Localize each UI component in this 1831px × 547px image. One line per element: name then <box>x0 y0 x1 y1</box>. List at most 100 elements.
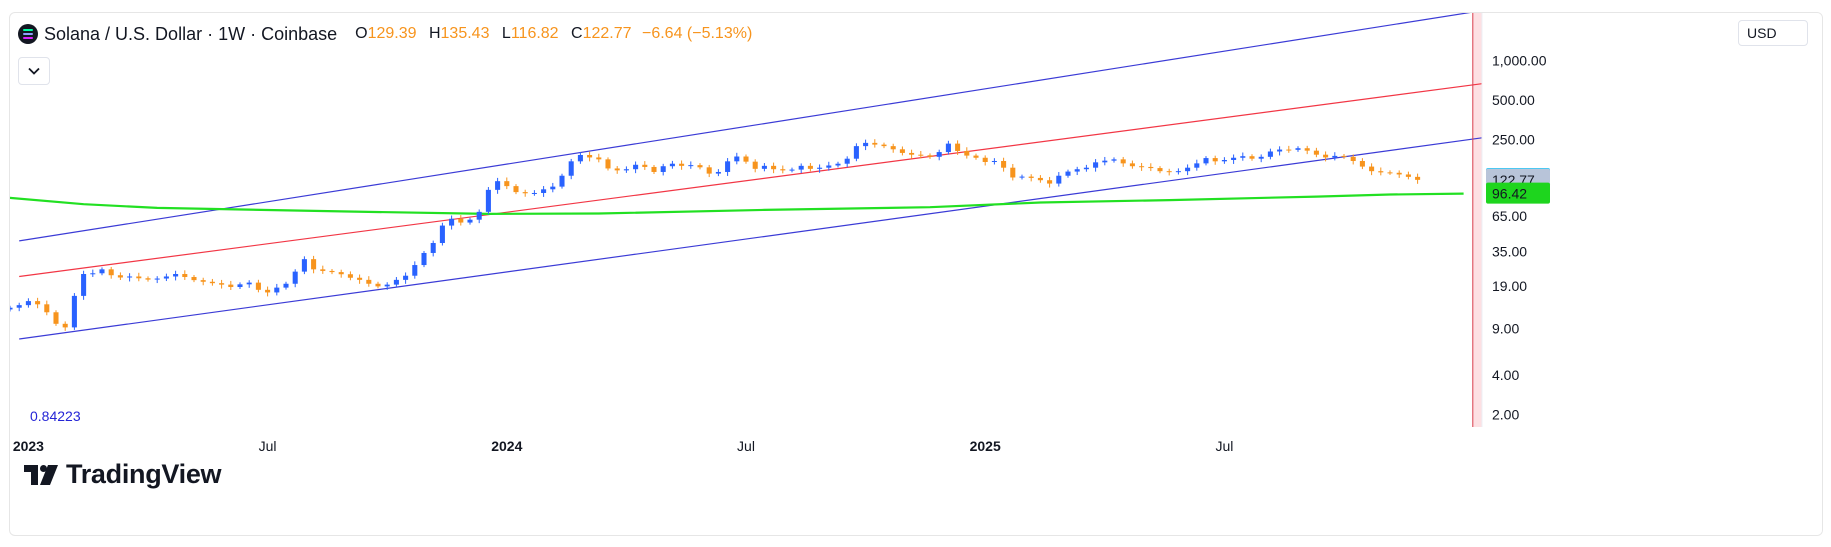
tradingview-wordmark: TradingView <box>66 459 222 489</box>
symbol-header: Solana / U.S. Dollar · 1W · Coinbase O12… <box>18 22 752 46</box>
candle-body <box>347 274 353 278</box>
candle-body <box>458 218 464 223</box>
candle-body <box>651 166 657 172</box>
candle-body <box>531 192 537 194</box>
candle-body <box>237 284 243 288</box>
candle-body <box>844 158 850 164</box>
y-tick-label: 65.00 <box>1492 208 1527 224</box>
currency-selector[interactable]: USD <box>1738 20 1808 46</box>
low-price-marker: 0.84223 <box>30 408 81 424</box>
candle-body <box>872 142 878 145</box>
candle-body <box>1231 157 1237 160</box>
candle-body <box>1378 171 1384 173</box>
y-tick-label: 2.00 <box>1492 406 1519 422</box>
candle-body <box>826 165 832 168</box>
x-tick-label: Jul <box>259 438 277 454</box>
candle-body <box>1313 150 1319 155</box>
candle-body <box>982 157 988 162</box>
candle-body <box>163 276 169 279</box>
chart-frame[interactable]: 1,000.00 500.00 250.00 65.00 35.00 19.00 9.00 4… <box>9 12 1823 536</box>
candle-body <box>292 271 298 284</box>
candle-body <box>642 164 648 167</box>
candle-body <box>384 284 390 287</box>
candle-body <box>706 167 712 174</box>
candle-body <box>357 277 363 280</box>
candle-body <box>1258 156 1264 159</box>
candle-body <box>614 168 620 171</box>
close-value: 122.77 <box>582 25 632 42</box>
candle-body <box>1148 166 1154 169</box>
candle-body <box>35 301 41 305</box>
candle-body <box>1359 160 1365 167</box>
candle-body <box>1341 155 1347 157</box>
candle-body <box>1001 160 1007 168</box>
collapse-legend-button[interactable] <box>18 57 50 85</box>
candle-body <box>90 273 96 275</box>
candle-body <box>1387 172 1393 174</box>
candle-body <box>1074 169 1080 172</box>
candle-body <box>789 169 795 171</box>
candle-body <box>623 169 629 171</box>
price-label-bg <box>1486 182 1550 204</box>
candle-body <box>71 295 77 328</box>
tradingview-logo-icon <box>24 464 58 485</box>
price-label-96.42: 96.42 <box>1492 186 1527 202</box>
low-value: 116.82 <box>510 25 559 42</box>
candle-body <box>734 156 740 162</box>
candle-body <box>265 289 271 293</box>
candle-body <box>53 312 59 324</box>
candle-body <box>605 159 611 169</box>
series-line-moving-average <box>10 192 1464 216</box>
symbol-title[interactable]: Solana / U.S. Dollar · 1W · Coinbase <box>44 23 338 44</box>
low-label: L <box>501 25 511 42</box>
candle-body <box>688 165 694 167</box>
candle-body <box>1157 168 1163 172</box>
candle-body <box>1369 166 1375 172</box>
candle-body <box>964 150 970 156</box>
candle-body <box>899 149 905 153</box>
candle-body <box>1194 163 1200 168</box>
candle-body <box>513 186 519 193</box>
candle-body <box>1240 156 1246 158</box>
candle-body <box>1286 149 1292 151</box>
candle-body <box>1405 174 1411 177</box>
candle-body <box>10 307 13 310</box>
candle-body <box>44 304 50 313</box>
candle-body <box>596 157 602 160</box>
chart-canvas[interactable]: 1,000.00 500.00 250.00 65.00 35.00 19.00 9.00 4… <box>10 13 1822 535</box>
candle-body <box>991 160 997 162</box>
candle-body <box>853 146 859 159</box>
candle-body <box>1111 159 1117 161</box>
candle-body <box>817 167 823 169</box>
candle-body <box>798 165 804 170</box>
candle-body <box>145 278 151 280</box>
candle-body <box>1083 167 1089 170</box>
candle-body <box>679 163 685 166</box>
candle-body <box>780 169 786 171</box>
candle-body <box>881 144 887 147</box>
y-tick-label: 4.00 <box>1492 367 1519 383</box>
candle-body <box>393 279 399 285</box>
candle-body <box>1396 172 1402 175</box>
candle-body <box>495 181 501 190</box>
candle-body <box>191 276 197 281</box>
candle-body <box>1010 167 1016 178</box>
y-tick-label: 500.00 <box>1492 92 1535 108</box>
candle-body <box>301 259 307 272</box>
candle-body <box>541 189 547 193</box>
candle-body <box>127 276 133 278</box>
candle-body <box>587 154 593 158</box>
candle-body <box>807 165 813 169</box>
candle-body <box>439 225 445 244</box>
price-axis <box>1482 13 1822 535</box>
candle-body <box>633 164 639 170</box>
candle-body <box>522 192 528 194</box>
tradingview-logo[interactable]: TradingView <box>24 459 222 490</box>
candle-body <box>375 283 381 287</box>
candle-body <box>449 218 455 226</box>
candle-body <box>1415 176 1421 180</box>
x-tick-label: 2025 <box>970 438 1001 454</box>
candle-body <box>1295 148 1301 150</box>
candle-body <box>182 273 188 277</box>
candle-body <box>568 161 574 176</box>
